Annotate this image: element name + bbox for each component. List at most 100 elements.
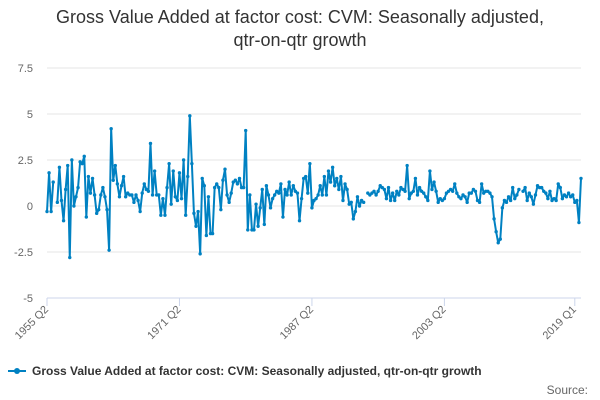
y-tick-label: -5	[23, 293, 33, 305]
data-point	[314, 196, 318, 201]
data-point	[426, 198, 430, 203]
data-point	[318, 184, 322, 188]
data-point	[295, 191, 300, 195]
data-point	[515, 193, 519, 197]
data-point	[113, 163, 118, 168]
data-point	[57, 165, 62, 170]
data-point	[74, 195, 78, 199]
data-point	[469, 191, 474, 195]
data-point	[430, 187, 434, 192]
data-point	[417, 185, 422, 190]
data-point	[539, 185, 544, 190]
data-point	[70, 158, 74, 162]
data-point	[204, 233, 209, 238]
data-point	[165, 185, 169, 190]
data-point	[390, 191, 395, 195]
data-point	[494, 230, 498, 234]
data-point	[287, 180, 291, 184]
data-point	[88, 191, 93, 195]
data-point	[277, 191, 281, 195]
data-point	[260, 187, 264, 192]
data-point	[152, 169, 157, 173]
data-point	[270, 196, 275, 201]
data-point	[571, 193, 575, 197]
data-point	[339, 174, 343, 179]
data-point	[279, 182, 283, 186]
series-line	[46, 114, 582, 259]
x-tick-label: 1987 Q2	[278, 304, 316, 342]
data-point	[529, 195, 534, 199]
data-point	[411, 189, 416, 193]
data-point	[386, 185, 391, 190]
data-point	[169, 202, 173, 206]
data-point	[465, 200, 469, 205]
data-point	[554, 198, 558, 203]
data-point	[289, 193, 293, 197]
data-point	[291, 184, 296, 188]
data-point	[343, 182, 347, 186]
data-point	[513, 196, 517, 201]
data-point	[171, 169, 175, 173]
data-point	[508, 198, 513, 203]
data-point	[374, 193, 378, 197]
data-point	[272, 193, 277, 197]
data-point	[82, 154, 86, 159]
data-point	[268, 206, 273, 210]
data-point	[432, 180, 436, 184]
data-point	[308, 161, 312, 166]
data-point	[384, 196, 389, 201]
x-tick-label: 1955 Q2	[13, 304, 51, 342]
data-point	[194, 224, 198, 228]
data-point	[159, 213, 163, 217]
data-point	[523, 185, 527, 190]
y-tick-label: 0	[27, 201, 33, 213]
data-point	[101, 185, 105, 190]
data-point	[221, 178, 225, 182]
legend-item[interactable]: Gross Value Added at factor cost: CVM: S…	[8, 364, 482, 378]
data-point	[227, 200, 231, 205]
data-point	[163, 213, 167, 217]
data-point	[210, 231, 215, 236]
data-point	[103, 195, 107, 199]
data-point	[335, 176, 339, 181]
data-point	[285, 193, 289, 197]
x-tick-label: 1971 Q2	[145, 304, 183, 342]
data-point	[84, 215, 89, 219]
data-point	[65, 163, 70, 168]
data-point	[262, 222, 267, 227]
data-point	[473, 189, 478, 193]
data-point	[544, 191, 548, 195]
data-point	[252, 228, 256, 232]
data-point	[76, 185, 80, 190]
x-tick-label: 2019 Q1	[541, 304, 579, 342]
data-point	[177, 171, 182, 175]
data-point	[47, 171, 51, 175]
data-point	[413, 176, 418, 181]
data-point	[196, 209, 200, 214]
chart-title-line-2: qtr-on-qtr growth	[233, 30, 367, 50]
data-point	[59, 198, 64, 203]
data-point	[328, 180, 333, 184]
data-point	[510, 185, 515, 190]
data-point	[577, 220, 581, 225]
x-tick-label: 2003 Q2	[410, 304, 448, 342]
data-point	[92, 193, 97, 197]
data-point	[320, 193, 324, 197]
data-point	[258, 206, 262, 210]
data-point	[188, 114, 192, 118]
data-point	[324, 193, 329, 197]
data-point	[175, 198, 180, 203]
data-point	[357, 204, 362, 208]
data-point	[459, 196, 463, 201]
data-point	[349, 200, 353, 205]
data-point	[198, 252, 202, 256]
data-point	[254, 202, 258, 206]
data-point	[442, 196, 447, 201]
data-point	[345, 187, 349, 192]
data-point	[558, 185, 563, 190]
data-point	[237, 176, 242, 181]
data-point	[49, 209, 53, 214]
data-point	[173, 195, 178, 199]
data-point	[219, 207, 223, 212]
data-point	[206, 195, 211, 199]
